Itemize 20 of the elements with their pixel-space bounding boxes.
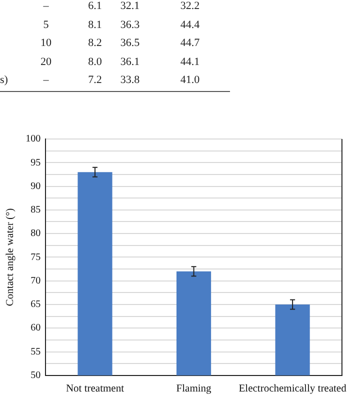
y-tick-label: 60	[30, 322, 41, 334]
text: 20 8.0 36.1 44.1	[40, 56, 200, 68]
y-tick-label: 65	[30, 299, 41, 310]
x-tick-label: Not treatment	[66, 383, 124, 394]
text: – 6.1 32.1 32.2	[43, 0, 200, 12]
text: 5 8.1 36.3 44.4	[43, 18, 200, 30]
y-tick-label: 50	[30, 370, 41, 382]
y-tick-label: 55	[30, 346, 41, 358]
y-tick-label: 70	[30, 275, 41, 286]
y-tick-label: 85	[30, 204, 41, 216]
text: s) – 7.2 33.8 41.0	[0, 74, 200, 86]
text: 10 8.2 36.5 44.7	[40, 37, 200, 49]
y-tick-label: 75	[30, 252, 41, 263]
y-tick-label: 100	[26, 134, 41, 145]
y-tick-label: 95	[30, 157, 41, 168]
y-tick-label: 90	[30, 180, 41, 192]
x-tick-label: Flaming	[176, 383, 212, 394]
y-axis-title: Contact angle water (°)	[5, 208, 16, 306]
y-tick-label: 80	[30, 228, 41, 240]
x-tick-label: Electrochemically treated	[238, 383, 348, 394]
